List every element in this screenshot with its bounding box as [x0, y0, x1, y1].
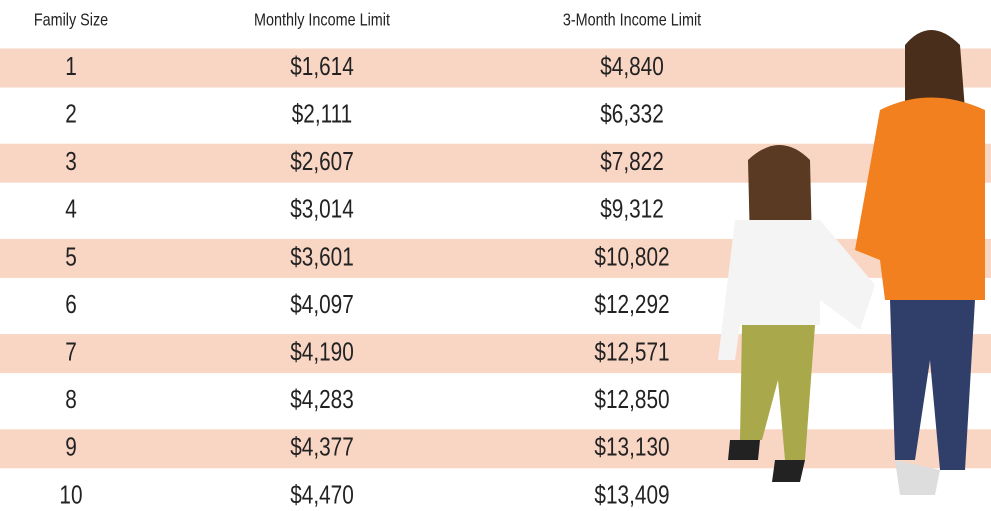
column-header: Monthly Income Limit [254, 10, 390, 30]
table-cell: $12,850 [594, 385, 669, 414]
row-stripe [0, 144, 991, 183]
column-header: 3-Month Income Limit [563, 10, 702, 30]
table-cell: $12,292 [594, 290, 669, 319]
table-cell: $9,312 [600, 194, 664, 223]
table-cell: $4,283 [290, 385, 354, 414]
table-cell: $7,822 [600, 147, 664, 176]
table-cell: 4 [65, 194, 77, 223]
table-cell: $3,014 [290, 194, 354, 223]
row-stripe [0, 334, 991, 373]
table-cell: $2,111 [292, 99, 353, 128]
table-cell: 8 [65, 385, 77, 414]
table-cell: $2,607 [290, 147, 354, 176]
table-cell: $1,614 [290, 52, 354, 81]
table-cell: $10,802 [594, 242, 669, 271]
table-cell: $4,377 [290, 432, 354, 461]
row-stripe [0, 429, 991, 468]
table-cell: 5 [65, 242, 77, 271]
table-cell: 10 [59, 480, 82, 509]
page: Family Size Monthly Income Limit 3-Month I… [0, 0, 991, 511]
table-cell: $4,470 [290, 480, 354, 509]
table-cell: 1 [65, 52, 77, 81]
table-cell: $13,409 [594, 480, 669, 509]
column-header: Family Size [34, 10, 108, 30]
table-cell: $4,840 [600, 52, 664, 81]
table-cell: 6 [65, 290, 77, 319]
table-cell: 3 [65, 147, 77, 176]
table-cell: $4,097 [290, 290, 354, 319]
table-cell: 9 [65, 432, 77, 461]
table-cell: $12,571 [594, 337, 669, 366]
table-cell: $4,190 [290, 337, 354, 366]
income-table: Family Size Monthly Income Limit 3-Month I… [0, 0, 991, 511]
table-cell: 7 [65, 337, 77, 366]
table-cell: 2 [65, 99, 77, 128]
table-cell: $13,130 [594, 432, 669, 461]
children-photo [718, 30, 985, 495]
row-stripe [0, 49, 991, 88]
table-cell: $3,601 [290, 242, 354, 271]
table-cell: $6,332 [600, 99, 664, 128]
